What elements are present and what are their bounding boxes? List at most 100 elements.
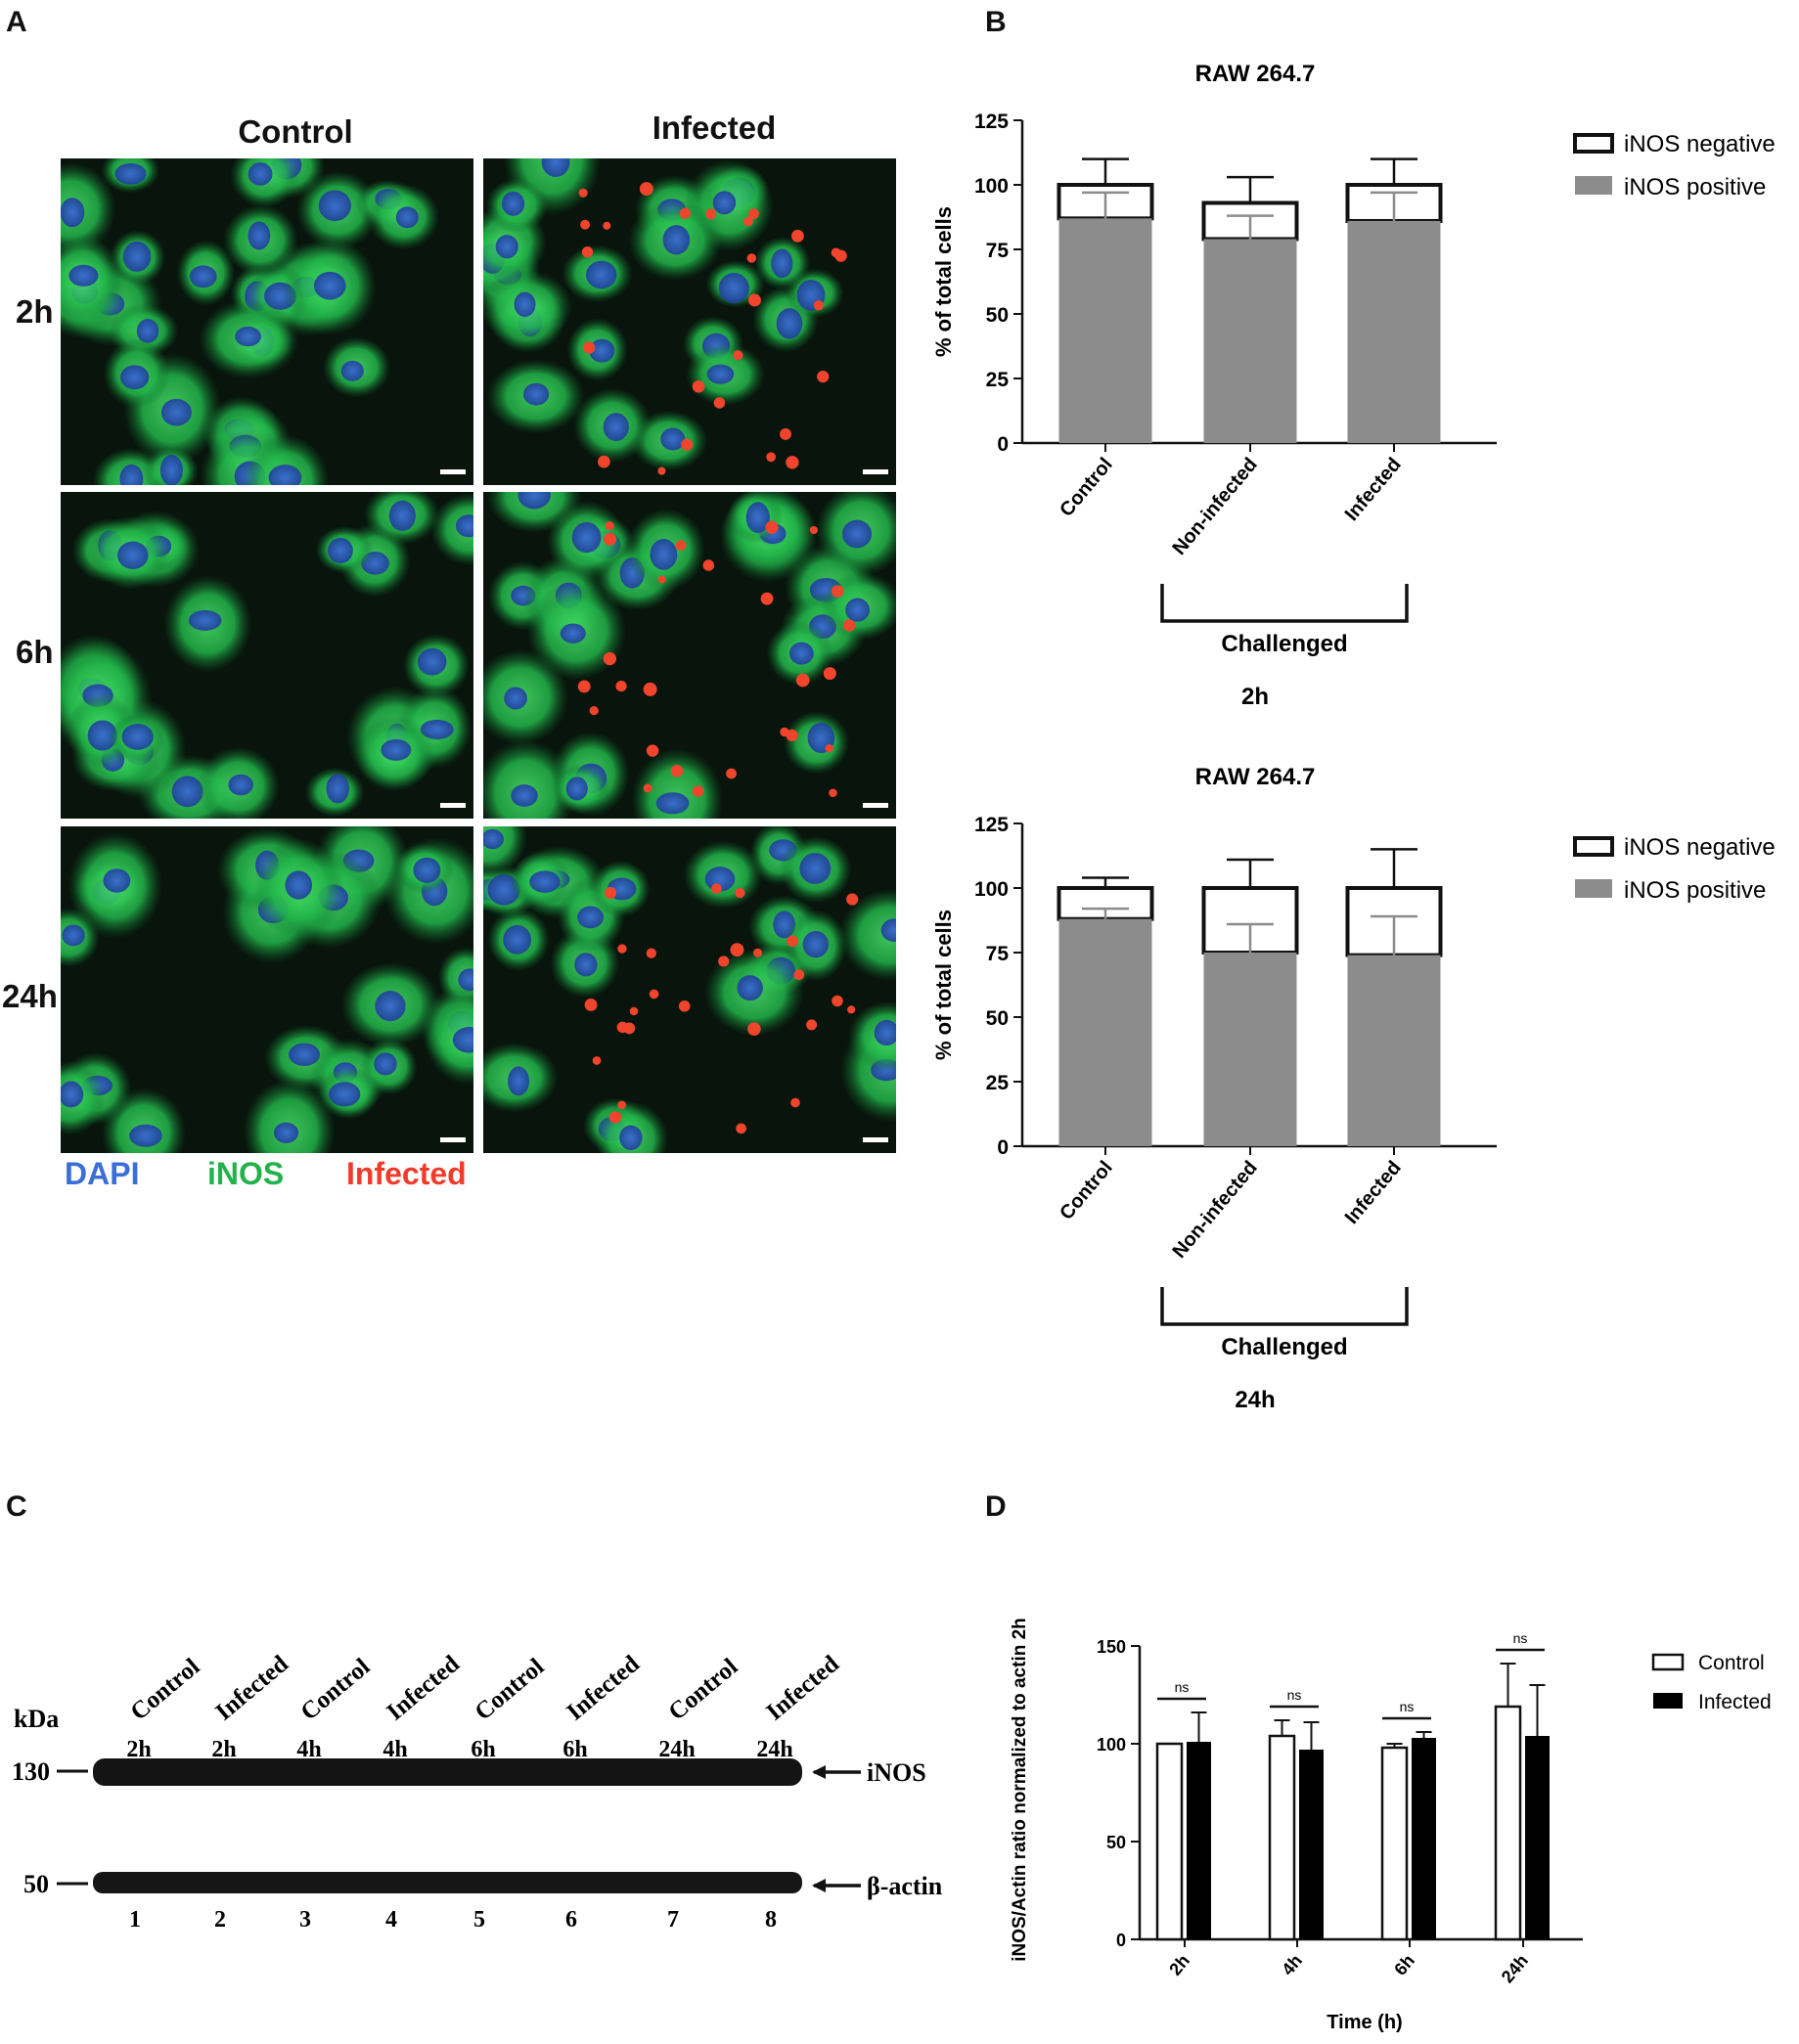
- bar-infected: [1187, 1742, 1211, 1939]
- legend-label-control: Control: [1698, 1652, 1765, 1674]
- cell-layer: [61, 492, 473, 819]
- nucleus: [841, 519, 873, 549]
- bar-infected: [1525, 1736, 1550, 1939]
- nucleus: [388, 500, 416, 531]
- panel-letter-d: D: [985, 1490, 1007, 1523]
- lane-time-label: 6h: [471, 1737, 495, 1762]
- infected-particle: [605, 521, 614, 531]
- infected-particle: [646, 744, 659, 757]
- infected-particle: [692, 379, 705, 393]
- infected-particle: [646, 948, 657, 958]
- infected-particle: [577, 680, 591, 693]
- infected-particle: [623, 1022, 636, 1035]
- nucleus: [504, 687, 527, 710]
- panel-letter-a: A: [6, 6, 27, 38]
- lane-number: 2: [214, 1907, 226, 1933]
- nucleus: [452, 1027, 473, 1053]
- bar-inos-positive: [1347, 220, 1441, 443]
- marker-50: 50: [23, 1870, 49, 1898]
- nucleus: [799, 853, 832, 884]
- nucleus: [318, 190, 351, 222]
- inos-arrowhead: [812, 1765, 826, 1779]
- infected-particle: [592, 1056, 602, 1065]
- legend-inos: iNOS: [207, 1156, 285, 1191]
- nucleus: [136, 319, 159, 343]
- y-tick-label: 125: [974, 814, 1009, 836]
- y-tick-label: 125: [974, 111, 1009, 133]
- nucleus: [662, 225, 691, 255]
- infected-particle: [583, 341, 596, 354]
- nucleus: [117, 541, 149, 569]
- infected-particle: [813, 299, 825, 311]
- nucleus: [660, 427, 686, 451]
- infected-particle: [589, 706, 599, 716]
- nucleus: [650, 539, 678, 570]
- panel-letter-b: B: [985, 6, 1007, 38]
- nucleus: [712, 191, 737, 215]
- bracket-label: Challenged: [1221, 1334, 1347, 1360]
- infected-particle: [643, 682, 657, 696]
- column-header-control: Control: [238, 113, 353, 150]
- infected-particle: [825, 744, 833, 753]
- infected-particle: [711, 883, 722, 894]
- bar-inos-positive: [1347, 955, 1441, 1146]
- y-axis-label: iNOS/Actin ratio normalized to actin 2h: [1010, 1618, 1030, 1962]
- challenged-bracket: [1160, 1287, 1409, 1326]
- cell: [424, 994, 473, 1085]
- micrograph-infected-24h: [483, 826, 896, 1153]
- time-label: 24h: [1235, 1387, 1275, 1413]
- x-tick-label: Infected: [1341, 454, 1406, 525]
- cell: [847, 1000, 896, 1072]
- infected-particle: [604, 532, 617, 546]
- legend-label-negative: iNOS negative: [1624, 834, 1776, 861]
- nucleus: [235, 326, 261, 347]
- time-label: 2h: [1241, 684, 1269, 710]
- legend-label-negative: iNOS negative: [1624, 131, 1776, 157]
- legend-swatch-control: [1651, 1653, 1685, 1671]
- y-tick-label: 100: [1097, 1735, 1126, 1755]
- lane-time-label: 2h: [211, 1737, 236, 1762]
- infected-particle: [834, 249, 847, 262]
- nucleus: [103, 868, 131, 893]
- infected-particle: [817, 370, 830, 383]
- infected-particle: [608, 1111, 622, 1124]
- infected-particle: [735, 887, 745, 899]
- scale-bar: [863, 803, 888, 808]
- bar-control: [1268, 1734, 1296, 1941]
- bar-inos-positive: [1203, 953, 1297, 1146]
- x-tick-label: 2h: [1165, 1951, 1193, 1979]
- lane-number: 8: [765, 1907, 777, 1933]
- nucleus: [508, 1066, 530, 1096]
- nucleus: [776, 308, 803, 339]
- nucleus: [514, 291, 536, 317]
- nucleus: [501, 191, 525, 216]
- western-blot: kDa13050Control2h1Infected2h2Control4h3I…: [12, 1651, 943, 1933]
- nucleus: [455, 514, 473, 538]
- lane-number: 1: [129, 1907, 141, 1933]
- lane-time-label: 24h: [658, 1737, 695, 1762]
- infected-particle: [702, 559, 715, 571]
- infected-particle: [846, 893, 859, 906]
- significance-label: ns: [1287, 1687, 1302, 1703]
- infected-particle: [679, 207, 692, 219]
- nucleus: [120, 365, 150, 390]
- nucleus: [788, 642, 814, 665]
- nucleus: [585, 260, 617, 289]
- nucleus: [845, 598, 870, 622]
- infected-particle: [657, 575, 666, 584]
- nucleus: [381, 738, 412, 761]
- infected-particle: [747, 293, 761, 307]
- legend-label-infected: Infected: [1698, 1691, 1772, 1713]
- micrograph-infected-6h: [483, 492, 896, 819]
- legend-infected: Infected: [346, 1156, 467, 1191]
- x-tick-label: Non-infected: [1168, 454, 1261, 559]
- y-tick-label: 100: [974, 175, 1009, 198]
- infected-particle: [713, 397, 726, 409]
- actin-band: [93, 1872, 802, 1893]
- lane-condition-label: Infected: [562, 1651, 645, 1726]
- nucleus: [577, 906, 605, 929]
- panel-letter-c: C: [6, 1490, 27, 1523]
- lane-number: 4: [385, 1907, 397, 1933]
- chart-title: RAW 264.7: [1195, 61, 1316, 87]
- bar-infected: [1412, 1738, 1436, 1939]
